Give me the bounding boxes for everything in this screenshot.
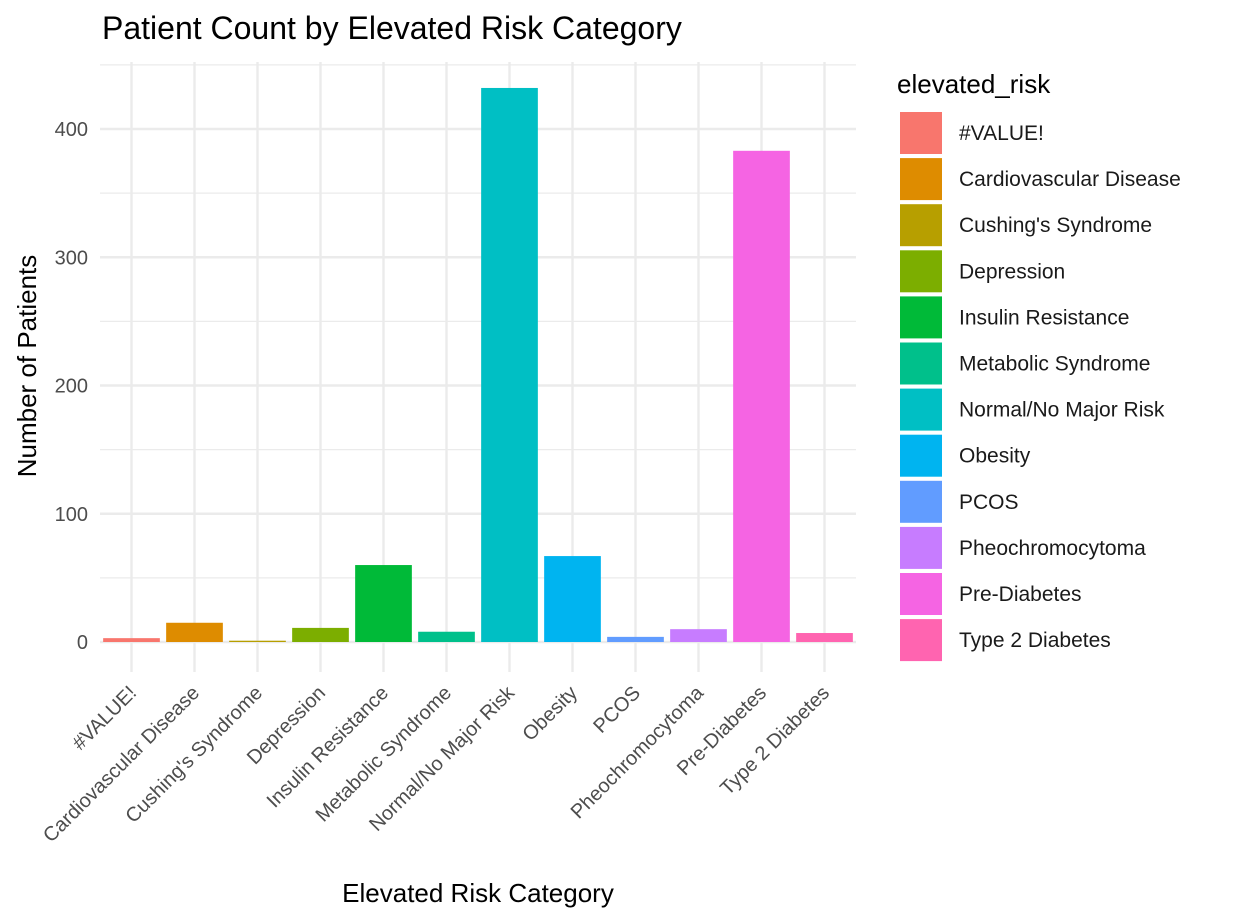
legend-label: Cardiovascular Disease xyxy=(959,168,1181,191)
legend-label: Pheochromocytoma xyxy=(959,537,1146,560)
bar xyxy=(103,638,160,642)
y-tick-label: 300 xyxy=(55,247,88,269)
bar xyxy=(355,565,412,642)
legend-key xyxy=(900,204,942,247)
y-tick-label: 100 xyxy=(55,504,88,526)
legend-label: Pre-Diabetes xyxy=(959,583,1082,606)
bars xyxy=(103,87,853,643)
bar xyxy=(418,631,475,642)
grid-lines xyxy=(100,62,856,672)
y-tick-label: 0 xyxy=(77,632,88,654)
y-tick-label: 200 xyxy=(55,376,88,398)
legend-label: PCOS xyxy=(959,491,1019,514)
legend-label: Depression xyxy=(959,260,1065,283)
legend: elevated_risk #VALUE! Cardiovascular Dise… xyxy=(897,69,1181,662)
x-tick-label: PCOS xyxy=(589,682,645,738)
legend-title: elevated_risk xyxy=(897,69,1051,99)
x-tick-label: Type 2 Diabetes xyxy=(716,682,834,800)
x-tick-label: Obesity xyxy=(519,682,583,746)
legend-label: Metabolic Syndrome xyxy=(959,353,1150,376)
legend-key xyxy=(900,434,942,477)
bar xyxy=(544,556,601,642)
legend-key xyxy=(900,619,942,662)
legend-label: Normal/No Major Risk xyxy=(959,399,1165,422)
legend-label: #VALUE! xyxy=(959,122,1044,145)
legend-label: Type 2 Diabetes xyxy=(959,629,1111,652)
bar xyxy=(292,627,349,642)
x-axis-title: Elevated Risk Category xyxy=(342,878,614,908)
bar xyxy=(670,629,727,642)
x-tick-label: Insulin Resistance xyxy=(263,682,393,812)
bar xyxy=(733,150,790,643)
bar xyxy=(481,87,538,642)
chart-title: Patient Count by Elevated Risk Category xyxy=(102,10,682,46)
legend-key xyxy=(900,342,942,385)
legend-key xyxy=(900,480,942,523)
y-axis-title: Number of Patients xyxy=(12,255,42,478)
bar xyxy=(607,636,664,642)
bar xyxy=(229,640,286,642)
legend-key xyxy=(900,158,942,201)
bar xyxy=(796,633,853,642)
legend-key xyxy=(900,112,942,154)
legend-label: Obesity xyxy=(959,445,1031,468)
y-tick-label: 400 xyxy=(55,119,88,141)
legend-key xyxy=(900,526,942,569)
legend-key xyxy=(900,388,942,431)
legend-key xyxy=(900,573,942,615)
legend-label: Cushing's Syndrome xyxy=(959,214,1152,237)
legend-key xyxy=(900,250,942,293)
y-axis-ticks: 0 100 200 300 400 xyxy=(55,119,88,654)
bar xyxy=(166,622,223,642)
legend-key xyxy=(900,296,942,339)
legend-label: Insulin Resistance xyxy=(959,306,1129,329)
